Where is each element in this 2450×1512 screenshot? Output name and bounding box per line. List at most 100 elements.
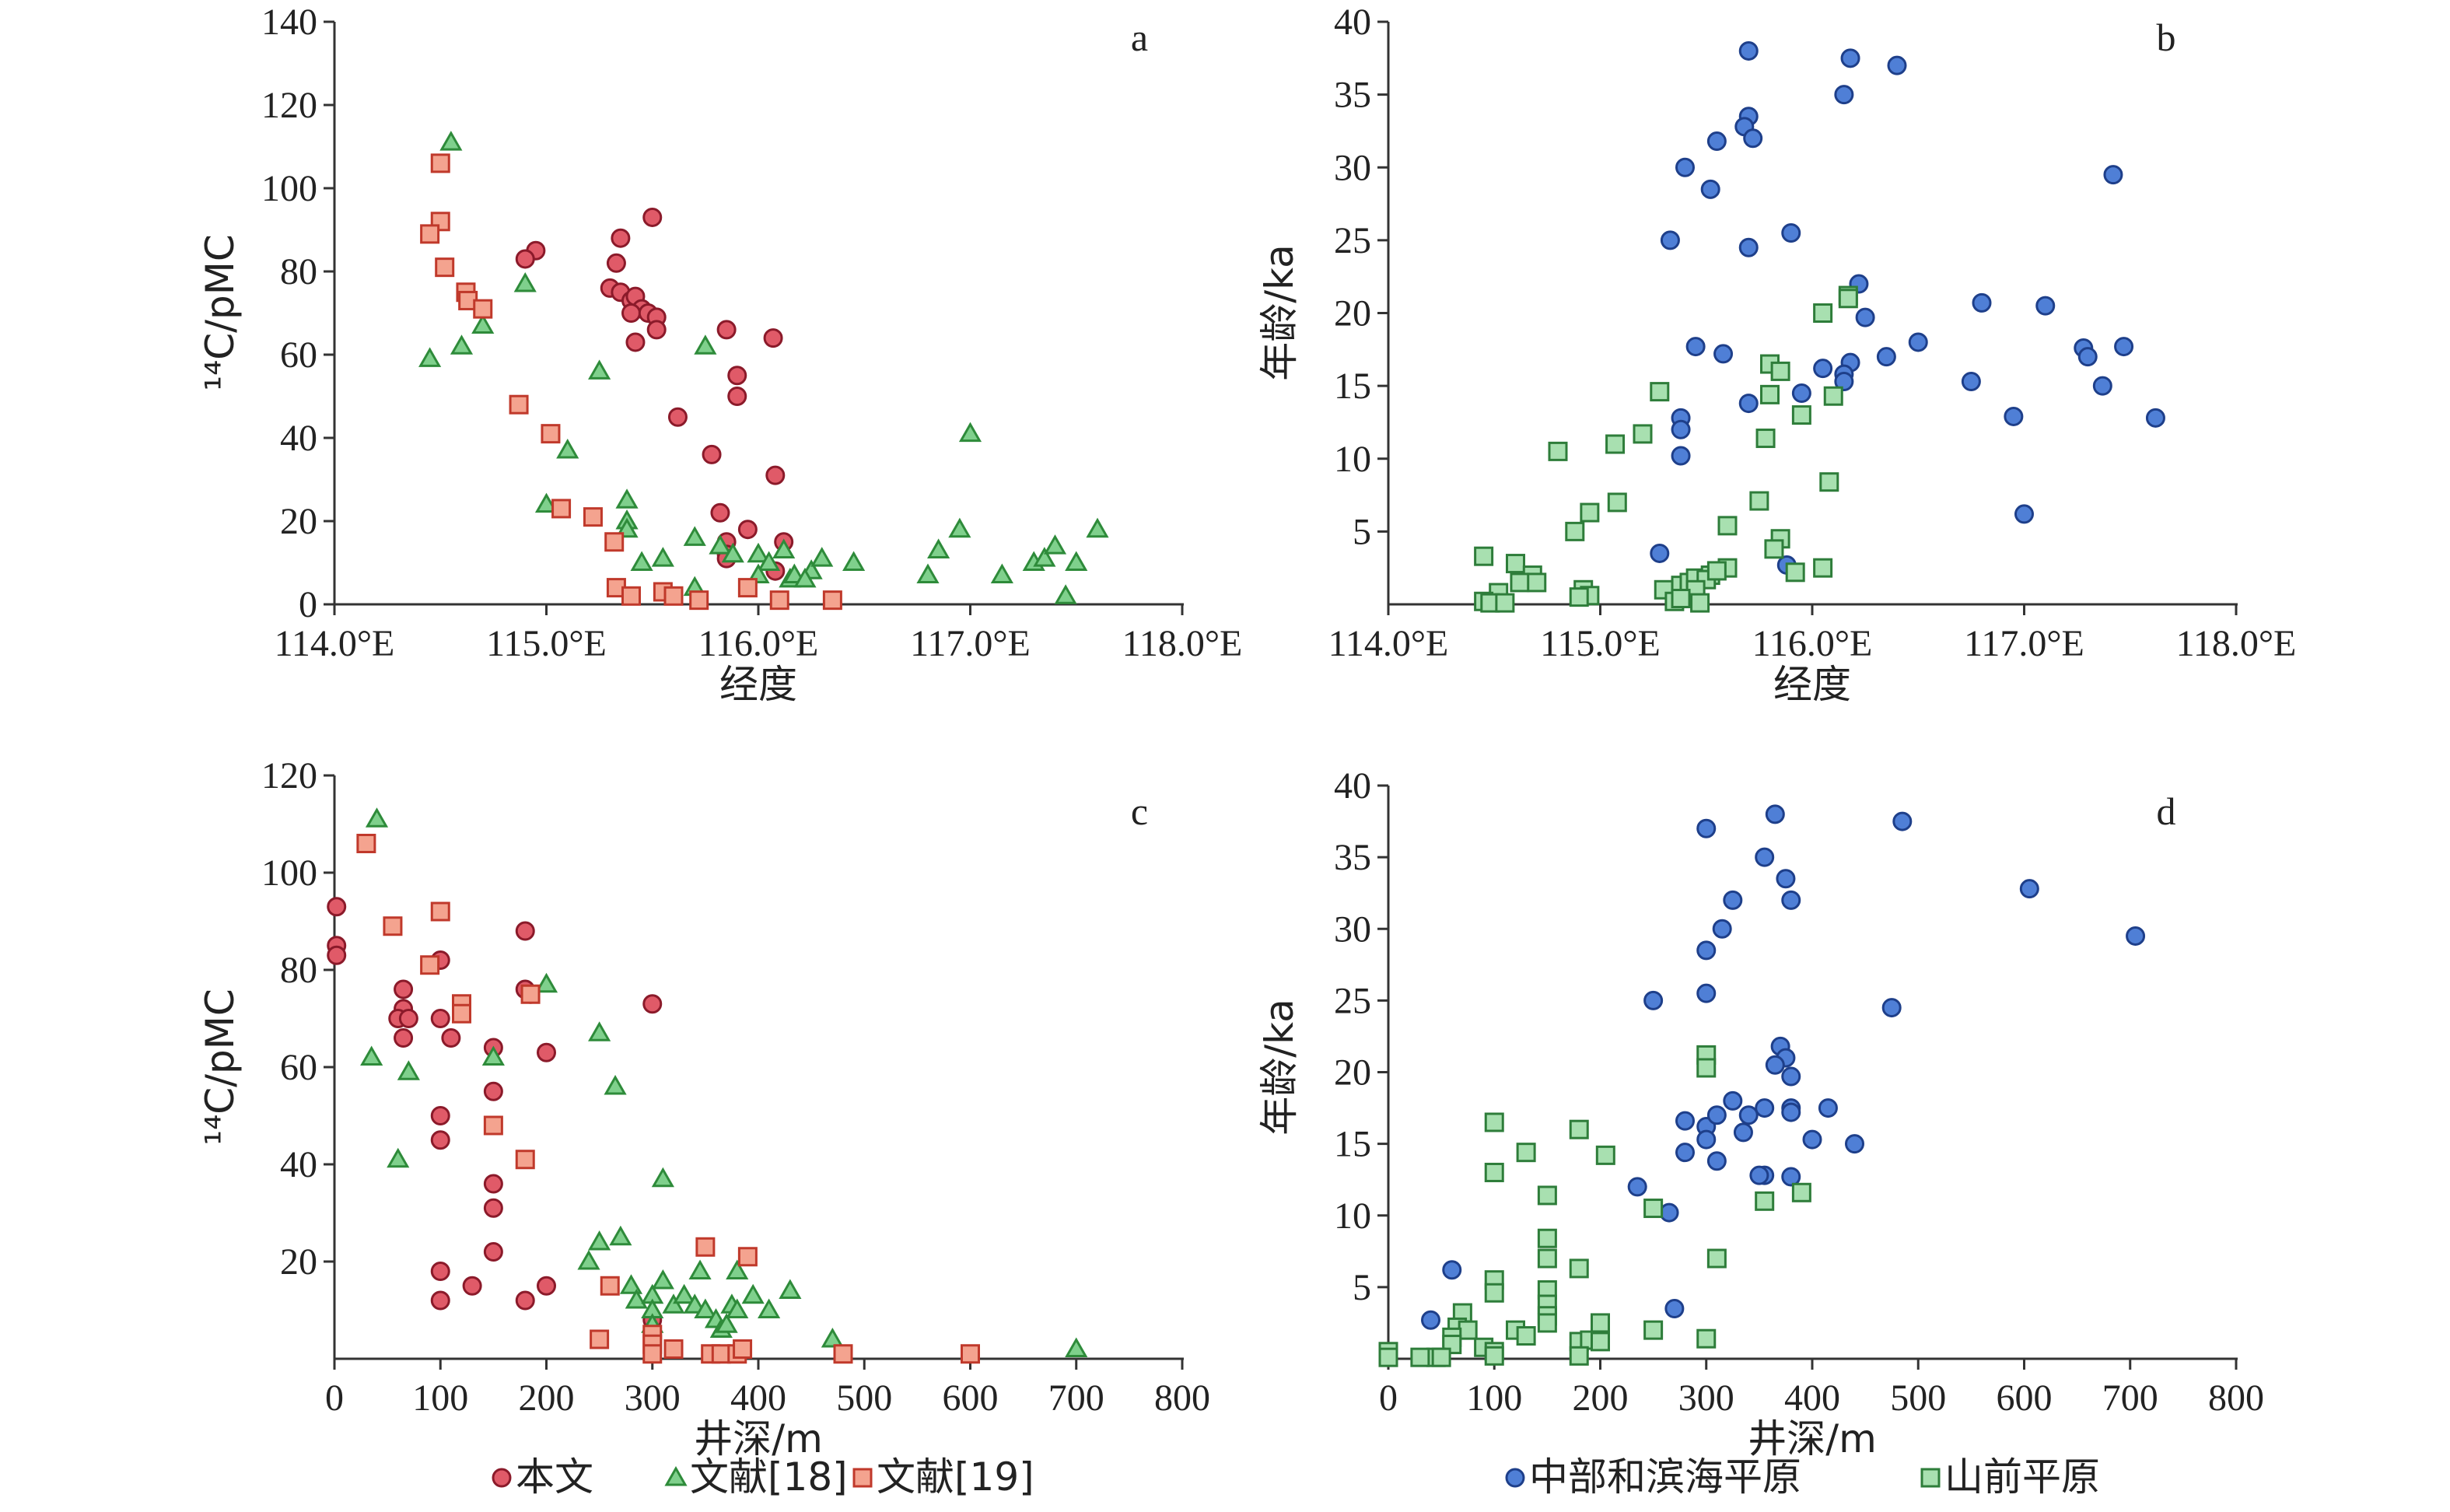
data-point	[462, 1276, 482, 1296]
data-point	[1700, 179, 1720, 199]
panel-a: 114.0°E 115.0°E 116.0°E 117.0°E 118.0°E 0 20 40…	[198, 2, 1242, 707]
y-tick-label: 10	[1334, 439, 1371, 480]
data-point	[1813, 359, 1833, 379]
y-axis-title: ¹⁴C/pMC	[198, 234, 243, 391]
data-point	[822, 590, 842, 611]
data-point	[793, 567, 817, 588]
data-point	[1755, 1098, 1775, 1118]
data-point	[625, 332, 646, 352]
data-point	[1696, 983, 1717, 1003]
data-point	[534, 972, 558, 993]
data-point	[1607, 492, 1627, 513]
x-tick-label: 800	[2208, 1377, 2264, 1419]
data-point	[721, 542, 744, 563]
legend-marker	[664, 1465, 688, 1486]
data-point	[583, 507, 603, 527]
series-square	[420, 153, 842, 611]
legend-marker	[1505, 1468, 1525, 1488]
data-point	[1755, 1191, 1775, 1211]
data-point	[600, 1276, 620, 1296]
data-point	[1054, 584, 1077, 604]
data-point	[2145, 408, 2165, 428]
x-tick-label: 600	[1997, 1377, 2053, 1419]
data-point	[769, 590, 789, 611]
data-point	[1838, 289, 1858, 309]
data-point	[1776, 869, 1796, 889]
legend-label: 山前平原	[1944, 1454, 2100, 1500]
data-point	[1892, 811, 1913, 831]
data-point	[394, 979, 414, 999]
data-point	[481, 1045, 505, 1066]
data-point	[765, 465, 786, 485]
data-point	[397, 1060, 420, 1080]
y-tick-label: 40	[1334, 2, 1371, 43]
data-point	[1650, 543, 1670, 563]
data-point	[2004, 406, 2024, 426]
data-point	[726, 1259, 749, 1279]
data-point	[726, 1298, 749, 1318]
data-point	[958, 422, 982, 443]
data-point	[1818, 1098, 1838, 1118]
data-point	[483, 1081, 503, 1101]
data-point	[1431, 1347, 1451, 1367]
data-point	[387, 1147, 410, 1168]
x-tick-label: 400	[730, 1377, 786, 1419]
data-point	[473, 299, 493, 319]
data-point	[588, 359, 611, 380]
data-point	[588, 1230, 611, 1251]
y-tick-label: 35	[1334, 837, 1371, 878]
legend-marker	[1920, 1468, 1941, 1488]
data-point	[1765, 804, 1785, 824]
x-tick-label: 117.0°E	[910, 623, 1031, 664]
data-point	[430, 1262, 450, 1281]
data-point	[727, 366, 747, 386]
data-point	[1765, 1055, 1785, 1075]
data-point	[642, 207, 663, 227]
data-point	[1738, 40, 1759, 61]
data-point	[1043, 534, 1067, 555]
data-point	[688, 1259, 712, 1279]
data-point	[430, 153, 450, 173]
data-point	[471, 313, 495, 334]
data-point	[483, 1242, 503, 1262]
data-point	[763, 328, 783, 348]
data-point	[1569, 587, 1589, 607]
legend-marker	[852, 1468, 873, 1488]
data-point	[710, 502, 730, 523]
panel-letter: a	[1131, 16, 1148, 59]
data-point	[452, 1003, 471, 1024]
data-point	[1706, 1151, 1727, 1171]
data-point	[667, 407, 688, 427]
y-tick-label: 140	[261, 2, 317, 43]
data-point	[1855, 307, 1875, 327]
data-point	[1033, 547, 1056, 567]
y-tick-label: 100	[261, 852, 317, 894]
data-point	[1961, 372, 1981, 392]
data-point	[513, 272, 537, 292]
data-point	[1643, 1199, 1664, 1219]
x-axis-title: 经度	[1773, 662, 1851, 707]
data-point	[1764, 539, 1784, 559]
legend-left: 本文 文献[18] 文献[19]	[492, 1454, 1034, 1500]
data-point	[1706, 1105, 1727, 1125]
data-point	[483, 1115, 503, 1136]
series-circle	[515, 207, 794, 581]
legend-item-wenxian-19: 文献[19]	[852, 1454, 1034, 1500]
data-point	[509, 394, 529, 415]
data-point	[1685, 337, 1706, 357]
data-point	[711, 1344, 731, 1364]
data-point	[383, 916, 403, 936]
data-point	[1834, 372, 1854, 392]
data-point	[1675, 1111, 1695, 1131]
y-tick-label: 120	[261, 755, 317, 796]
data-point	[1506, 554, 1525, 574]
data-point	[2077, 347, 2098, 367]
data-point	[360, 1045, 383, 1066]
y-tick-label: 35	[1334, 75, 1371, 116]
data-point	[651, 1167, 674, 1188]
data-point	[1605, 434, 1626, 454]
series-circle	[1650, 40, 2165, 575]
data-point	[604, 532, 625, 552]
x-tick-label: 300	[625, 1377, 681, 1419]
data-point	[430, 1290, 450, 1311]
